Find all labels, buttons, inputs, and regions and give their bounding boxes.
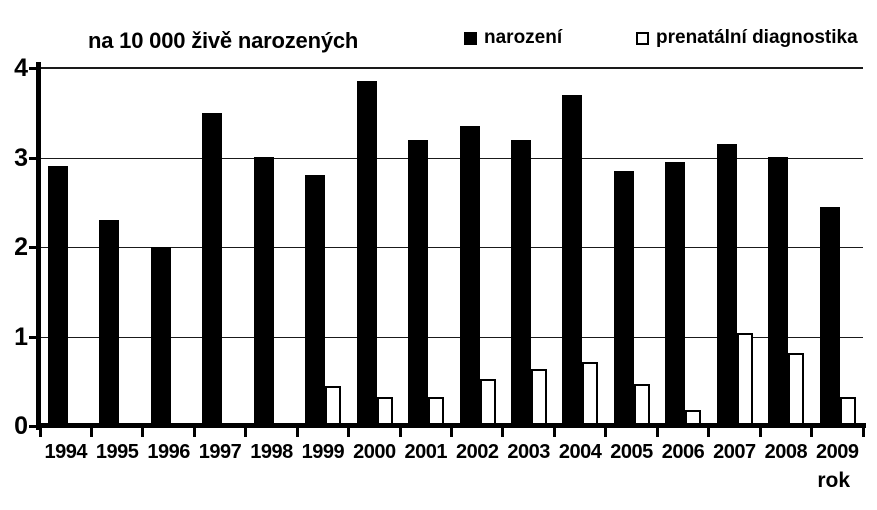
x-tick-6 (347, 428, 351, 437)
x-axis-title: rok (817, 469, 850, 492)
bar-prenatalni-2004 (582, 362, 599, 426)
x-tick-label-1997: 1997 (198, 441, 242, 463)
bar-narozeni-2009 (819, 207, 840, 426)
x-tick-11 (604, 428, 608, 437)
bar-prenatalni-2005 (633, 384, 650, 426)
legend-swatch-outline-icon (636, 31, 649, 45)
x-tick-7 (398, 428, 402, 437)
bar-narozeni-2003 (510, 140, 531, 426)
x-tick-label-2004: 2004 (558, 441, 602, 463)
bar-narozeni-2005 (613, 171, 634, 426)
x-tick-14 (758, 428, 762, 437)
bar-prenatalni-2006 (685, 410, 702, 426)
x-tick-label-1996: 1996 (147, 441, 190, 463)
x-tick-label-2009: 2009 (816, 441, 859, 463)
x-tick-label-1998: 1998 (250, 441, 293, 463)
x-tick-label-2002: 2002 (455, 441, 499, 463)
legend-item-prenatalni-diagnostika: prenatální diagnostika (636, 27, 858, 49)
bar-narozeni-1996 (150, 247, 171, 426)
x-tick-label-2008: 2008 (764, 441, 808, 463)
bar-narozeni-2004 (562, 95, 583, 426)
bar-narozeni-1998 (253, 157, 274, 426)
x-tick-13 (707, 428, 711, 437)
legend-item-narozeni: narození (464, 27, 562, 49)
bar-prenatalni-2001 (428, 397, 445, 426)
bar-prenatalni-2007 (736, 333, 753, 426)
chart-title: na 10 000 živě narozených (88, 28, 359, 53)
x-tick-label-2001: 2001 (404, 441, 448, 463)
bar-prenatalni-2002 (479, 379, 496, 426)
gridline-y-2 (40, 247, 863, 248)
bar-narozeni-2000 (356, 81, 377, 426)
x-tick-1 (89, 428, 93, 437)
x-tick-15 (810, 428, 814, 437)
x-tick-label-2006: 2006 (661, 441, 705, 463)
bar-narozeni-2002 (459, 126, 480, 426)
x-axis-line (36, 423, 866, 428)
bar-narozeni-1999 (305, 175, 326, 426)
y-tick-2 (29, 246, 41, 249)
bar-narozeni-2008 (768, 157, 789, 426)
gridline-y-1 (40, 336, 863, 338)
x-tick-label-1994: 1994 (44, 441, 87, 463)
y-tick-label-1: 1 (14, 322, 28, 351)
x-tick-label-2005: 2005 (610, 441, 653, 463)
x-tick-3 (192, 428, 196, 437)
bar-narozeni-1995 (99, 220, 120, 426)
legend-label-narozeni: narození (484, 27, 563, 48)
x-tick-12 (655, 428, 659, 437)
bar-narozeni-1994 (48, 166, 68, 426)
y-tick-0 (29, 425, 41, 428)
x-tick-0 (38, 428, 42, 437)
x-tick-10 (552, 428, 556, 437)
x-tick-label-1995: 1995 (95, 441, 139, 463)
x-tick-label-1999: 1999 (301, 441, 345, 463)
x-tick-16 (861, 428, 865, 437)
x-tick-8 (450, 428, 453, 437)
y-tick-label-0: 0 (14, 412, 28, 440)
y-tick-label-4: 4 (14, 54, 28, 82)
bar-prenatalni-2000 (376, 397, 393, 426)
bar-prenatalni-2003 (530, 369, 547, 426)
x-tick-2 (141, 428, 145, 437)
y-axis-line (36, 62, 41, 430)
x-tick-5 (295, 428, 299, 437)
y-tick-4 (29, 67, 41, 70)
bar-narozeni-2006 (665, 162, 686, 426)
y-tick-1 (29, 335, 41, 339)
bar-prenatalni-2009 (839, 397, 856, 426)
y-tick-label-3: 3 (14, 143, 28, 172)
y-tick-label-2: 2 (14, 233, 28, 261)
gridline-y-3 (40, 157, 863, 159)
bar-prenatalni-2008 (788, 353, 805, 426)
bar-prenatalni-1999 (325, 386, 342, 426)
bar-narozeni-2001 (408, 140, 429, 426)
x-tick-label-2003: 2003 (507, 441, 550, 463)
x-tick-4 (244, 428, 248, 437)
x-tick-9 (501, 428, 505, 437)
legend-label-prenatalni-diagnostika: prenatální diagnostika (656, 27, 858, 48)
legend-swatch-filled-icon (464, 31, 477, 45)
bar-narozeni-1997 (202, 113, 223, 426)
y-tick-3 (29, 156, 41, 160)
gridline-y-4 (40, 67, 863, 69)
x-tick-label-2000: 2000 (353, 441, 396, 463)
x-tick-label-2007: 2007 (713, 441, 756, 463)
bar-narozeni-2007 (716, 144, 737, 426)
